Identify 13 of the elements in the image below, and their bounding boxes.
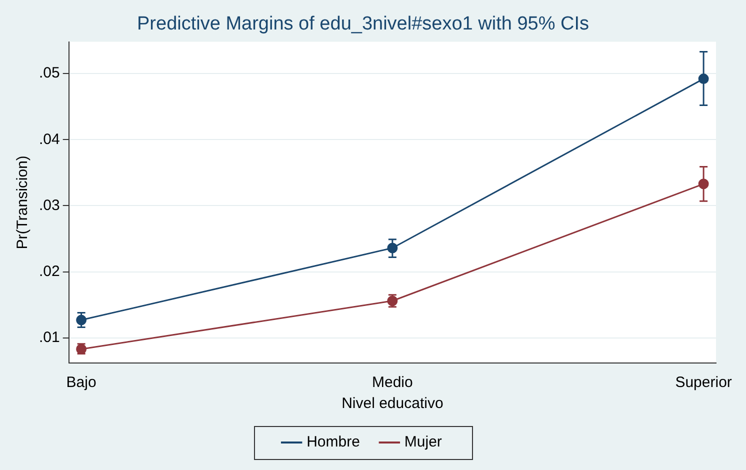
x-axis-title: Nivel educativo: [342, 395, 444, 412]
y-tick-label: .02: [38, 262, 60, 280]
y-tick-label: .03: [38, 196, 60, 214]
x-tick-label: Superior: [675, 374, 732, 392]
y-axis-title: Pr(Transicion): [14, 156, 32, 250]
chart-title: Predictive Margins of edu_3nivel#sexo1 with 95% CIs: [136, 14, 590, 35]
legend-label: Hombre: [306, 434, 360, 451]
y-tick-label: .05: [38, 64, 60, 82]
y-tick-label: .04: [38, 130, 60, 148]
y-tick-label: .01: [38, 329, 60, 346]
x-tick-label: Medio: [372, 374, 413, 392]
x-tick-label: Bajo: [66, 374, 96, 392]
legend-label: Mujer: [404, 434, 442, 451]
